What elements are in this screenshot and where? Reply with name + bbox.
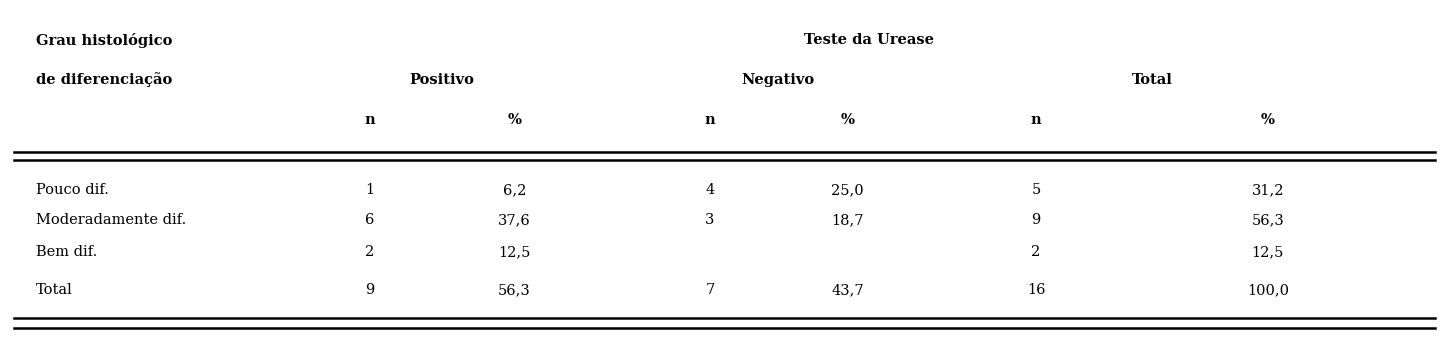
Text: 6,2: 6,2 xyxy=(503,183,526,197)
Text: Moderadamente dif.: Moderadamente dif. xyxy=(36,213,187,227)
Text: Grau histológico: Grau histológico xyxy=(36,33,172,47)
Text: 9: 9 xyxy=(365,283,374,297)
Text: 5: 5 xyxy=(1032,183,1040,197)
Text: n: n xyxy=(1030,113,1042,127)
Text: %: % xyxy=(1261,113,1275,127)
Text: 56,3: 56,3 xyxy=(498,283,530,297)
Text: Pouco dif.: Pouco dif. xyxy=(36,183,109,197)
Text: de diferenciação: de diferenciação xyxy=(36,73,172,87)
Text: 6: 6 xyxy=(365,213,374,227)
Text: 43,7: 43,7 xyxy=(832,283,864,297)
Text: 12,5: 12,5 xyxy=(1252,245,1284,259)
Text: n: n xyxy=(704,113,716,127)
Text: 3: 3 xyxy=(706,213,714,227)
Text: 2: 2 xyxy=(365,245,374,259)
Text: 12,5: 12,5 xyxy=(498,245,530,259)
Text: 1: 1 xyxy=(365,183,374,197)
Text: 18,7: 18,7 xyxy=(832,213,864,227)
Text: 37,6: 37,6 xyxy=(498,213,530,227)
Text: Total: Total xyxy=(36,283,72,297)
Text: 2: 2 xyxy=(1032,245,1040,259)
Text: Total: Total xyxy=(1132,73,1172,87)
Text: 31,2: 31,2 xyxy=(1252,183,1284,197)
Text: 100,0: 100,0 xyxy=(1248,283,1288,297)
Text: %: % xyxy=(507,113,522,127)
Text: Negativo: Negativo xyxy=(742,73,814,87)
Text: 16: 16 xyxy=(1027,283,1045,297)
Text: 9: 9 xyxy=(1032,213,1040,227)
Text: 56,3: 56,3 xyxy=(1252,213,1284,227)
Text: n: n xyxy=(364,113,375,127)
Text: 7: 7 xyxy=(706,283,714,297)
Text: %: % xyxy=(840,113,855,127)
Text: Teste da Urease: Teste da Urease xyxy=(804,33,935,47)
Text: Bem dif.: Bem dif. xyxy=(36,245,97,259)
Text: Positivo: Positivo xyxy=(410,73,474,87)
Text: 4: 4 xyxy=(706,183,714,197)
Text: 25,0: 25,0 xyxy=(832,183,864,197)
